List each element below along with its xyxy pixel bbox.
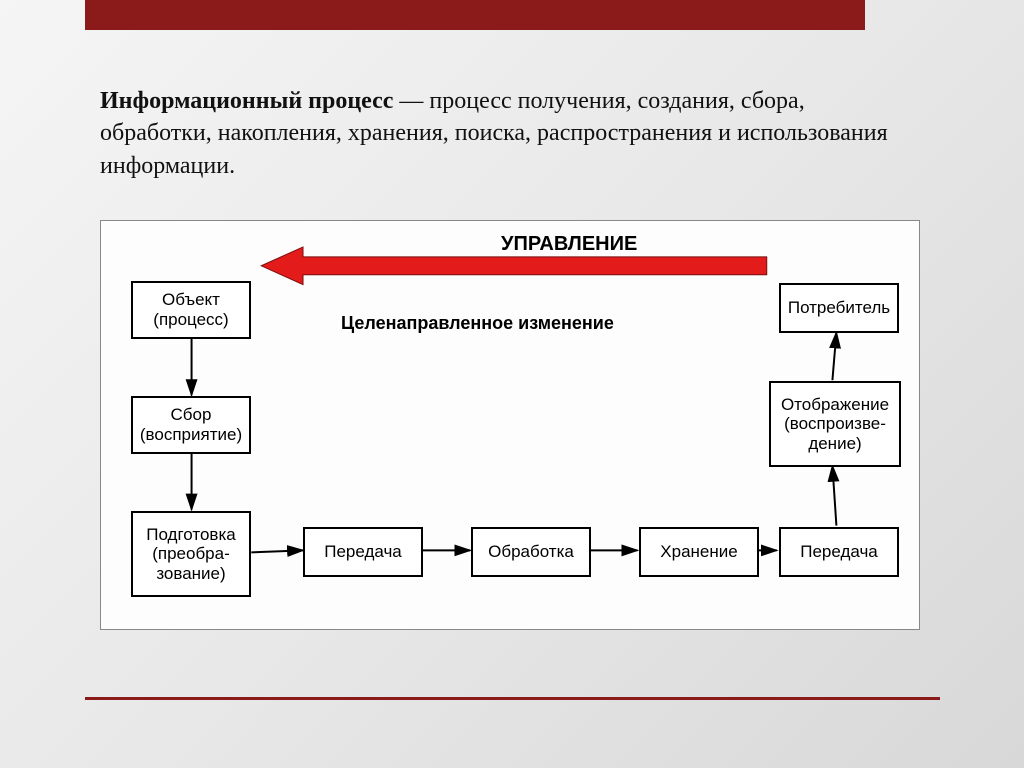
node-n2: Сбор (восприятие) <box>131 396 251 454</box>
node-n4: Передача <box>303 527 423 577</box>
node-n3: Подготовка (преобра-зование) <box>131 511 251 597</box>
node-n5: Обработка <box>471 527 591 577</box>
node-n1: Объект (процесс) <box>131 281 251 339</box>
header-bar <box>85 0 865 30</box>
node-n7: Передача <box>779 527 899 577</box>
definition-dash: — <box>393 88 429 114</box>
footer-line <box>85 697 940 700</box>
arrow-n7-n8 <box>832 466 836 526</box>
arrow-n8-n9 <box>832 332 836 380</box>
flow-diagram: УПРАВЛЕНИЕ Целенаправленное изменение Об… <box>100 220 920 630</box>
sub-label: Целенаправленное изменение <box>341 313 614 334</box>
definition-text: Информационный процесс — процесс получен… <box>100 85 920 182</box>
node-n6: Хранение <box>639 527 759 577</box>
control-label: УПРАВЛЕНИЕ <box>501 233 637 256</box>
node-n8: Отображение (воспроизве-дение) <box>769 381 901 467</box>
arrow-n3-n4 <box>251 550 303 552</box>
definition-term: Информационный процесс <box>100 88 393 114</box>
node-n9: Потребитель <box>779 283 899 333</box>
